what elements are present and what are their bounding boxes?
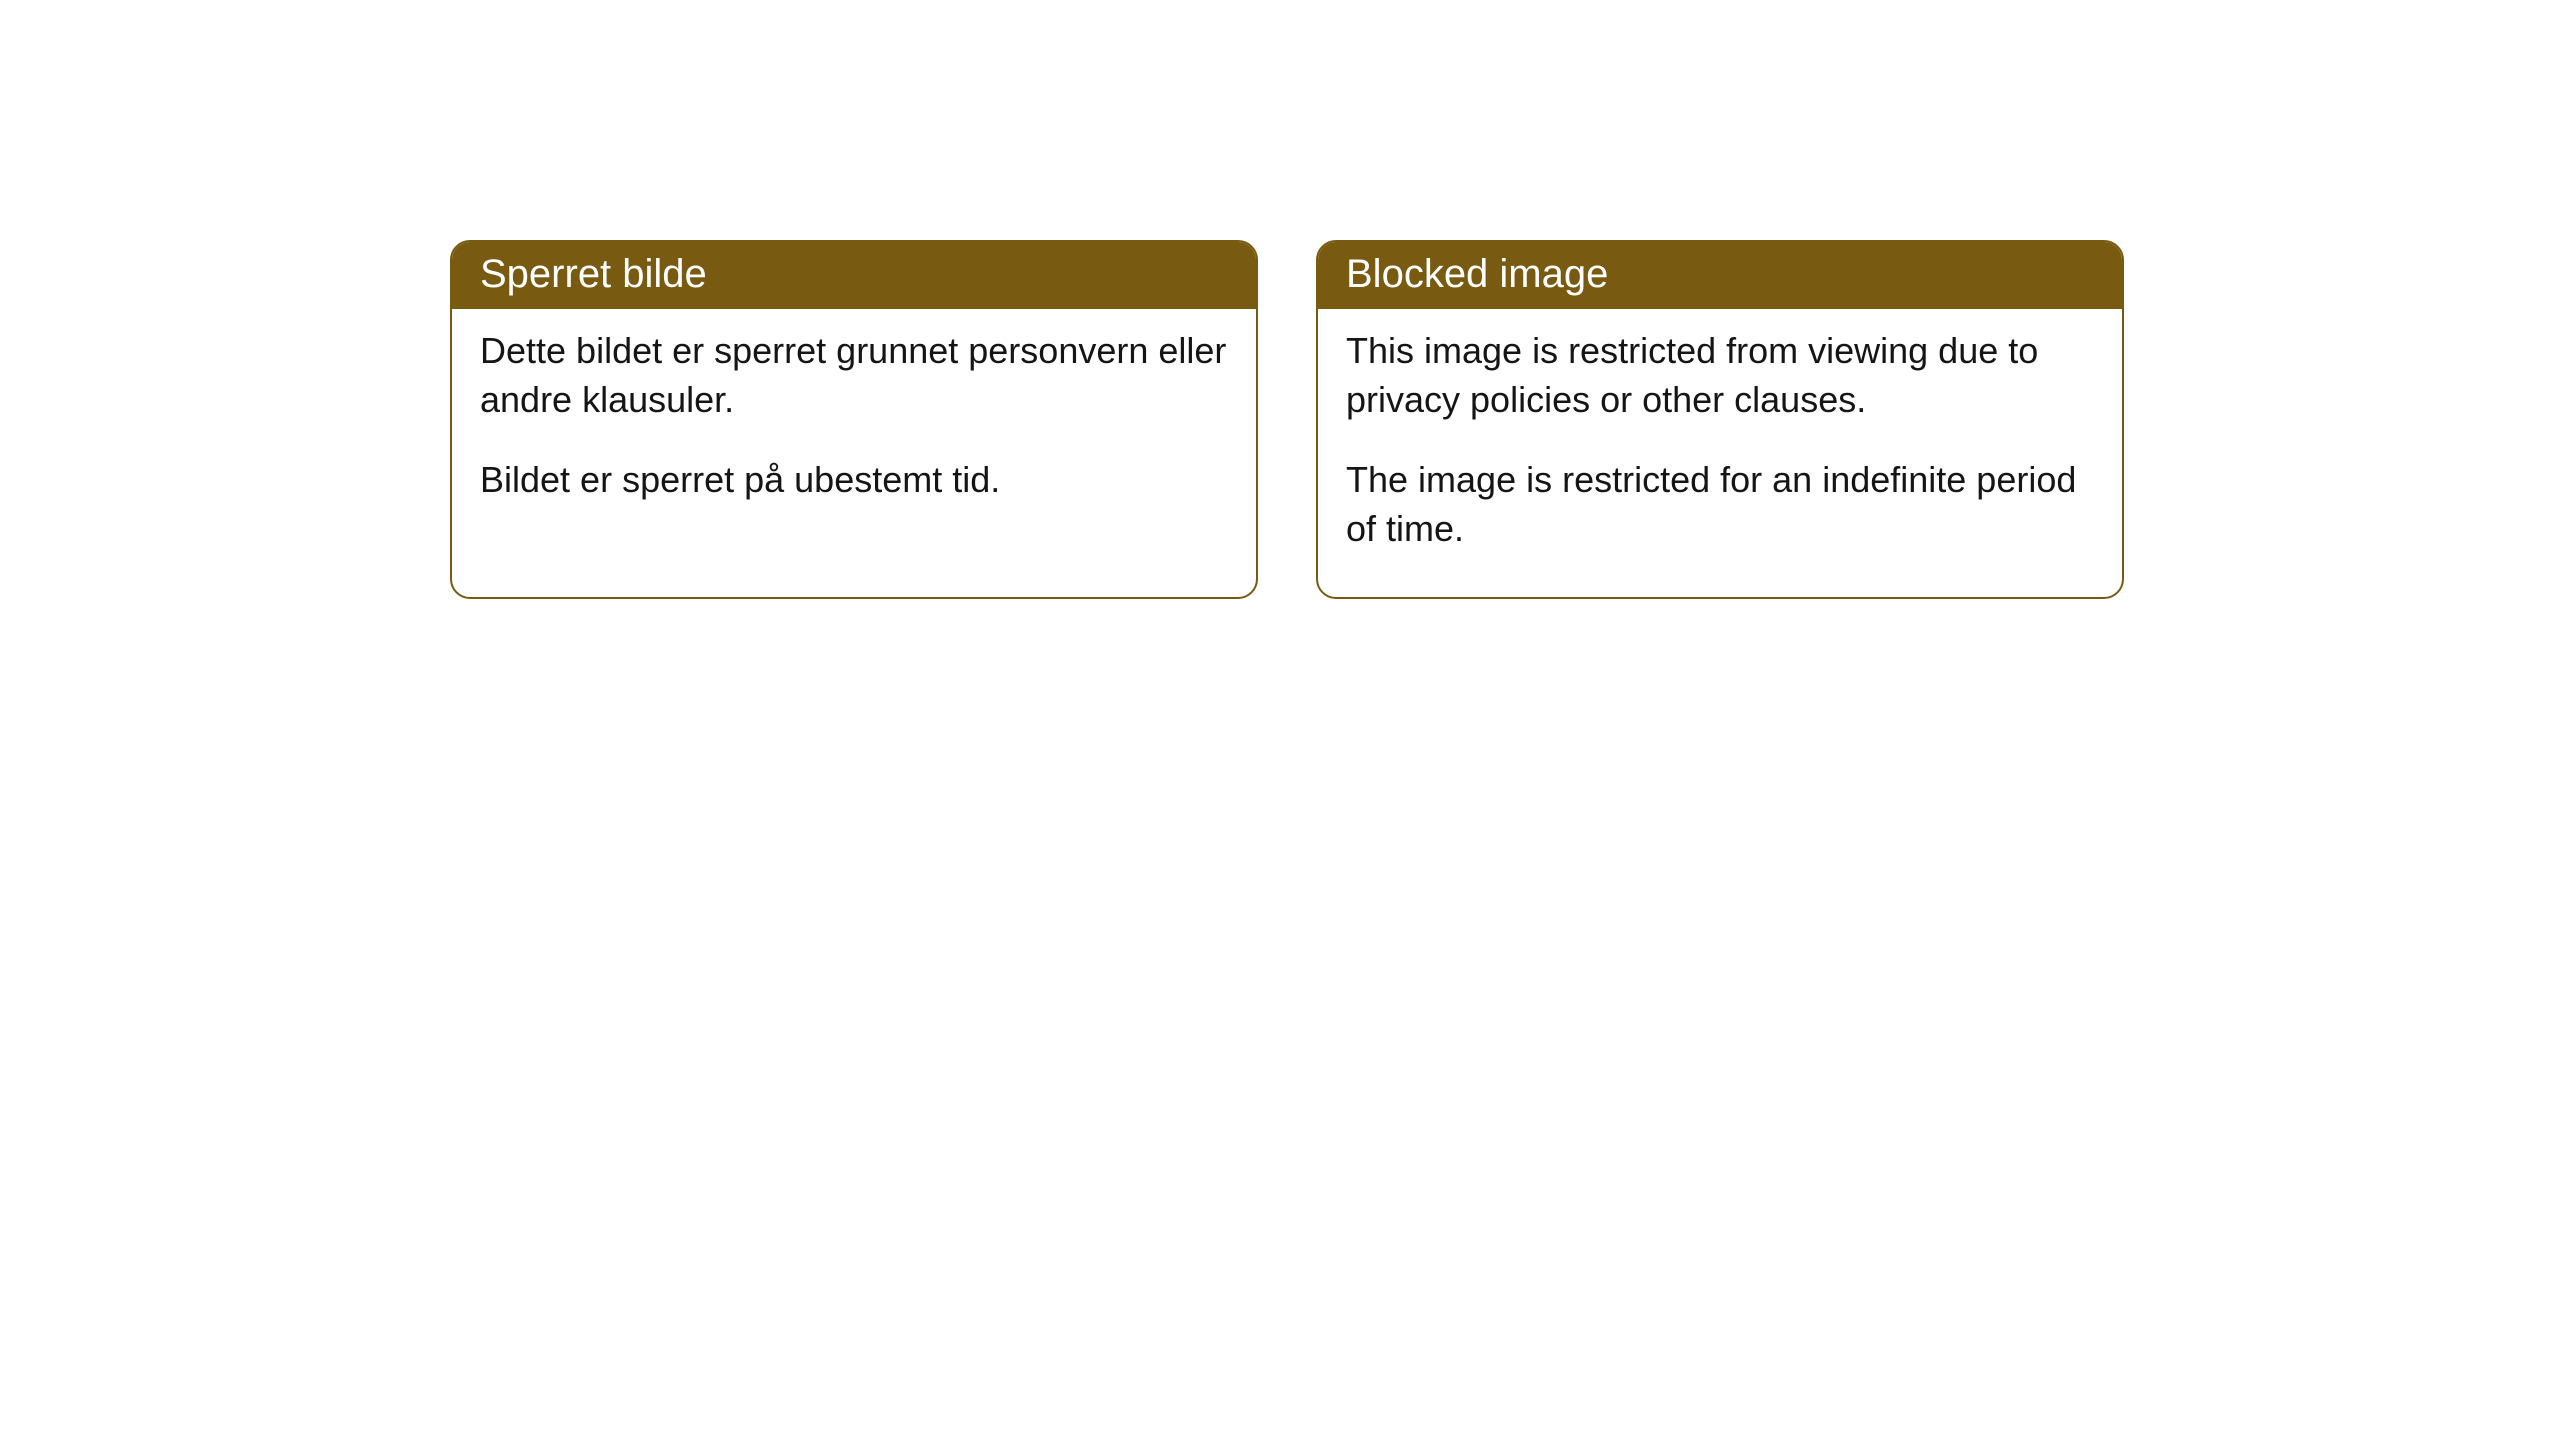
card-title: Blocked image [1346, 252, 1608, 296]
notice-card-english: Blocked image This image is restricted f… [1316, 240, 2124, 599]
card-paragraph: Bildet er sperret på ubestemt tid. [480, 456, 1228, 505]
notice-card-norwegian: Sperret bilde Dette bildet er sperret gr… [450, 240, 1258, 599]
card-paragraph: This image is restricted from viewing du… [1346, 327, 2094, 424]
notice-cards-container: Sperret bilde Dette bildet er sperret gr… [450, 240, 2124, 599]
card-paragraph: Dette bildet er sperret grunnet personve… [480, 327, 1228, 424]
card-body: This image is restricted from viewing du… [1318, 309, 2122, 597]
card-paragraph: The image is restricted for an indefinit… [1346, 456, 2094, 553]
card-title: Sperret bilde [480, 252, 707, 296]
card-header: Sperret bilde [452, 242, 1256, 309]
card-body: Dette bildet er sperret grunnet personve… [452, 309, 1256, 549]
card-header: Blocked image [1318, 242, 2122, 309]
